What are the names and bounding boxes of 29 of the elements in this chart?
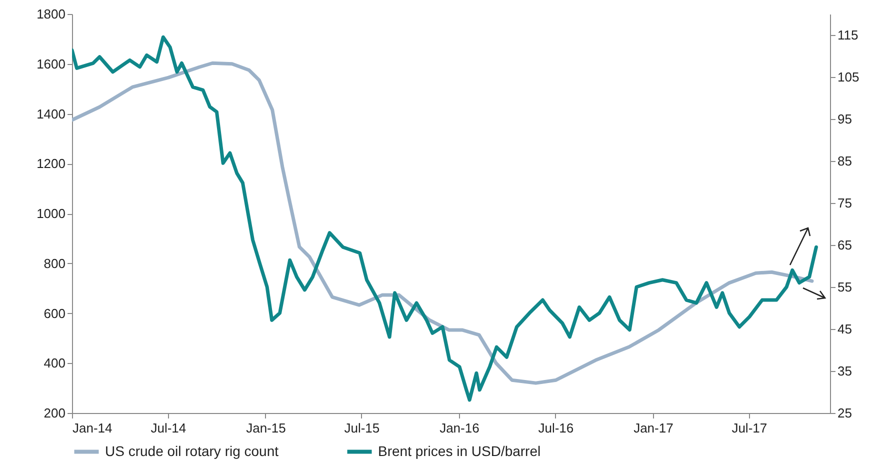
y2-tick-label: 45: [838, 322, 852, 336]
y2-tick-label: 55: [838, 280, 852, 294]
y-tick-label: 1200: [36, 156, 66, 172]
x-tick-label: Jan-16: [440, 420, 480, 436]
y-tick-label: 400: [44, 356, 66, 371]
y2-tick-label: 75: [838, 196, 852, 210]
x-tick-label: Jan-17: [634, 420, 674, 436]
x-tick-label: Jul-17: [732, 420, 768, 436]
y-tick-label: 1000: [36, 206, 66, 221]
y-tick-label: 1800: [36, 6, 66, 22]
y2-tick-label: 105: [838, 70, 860, 84]
y2-tick-label: 95: [838, 112, 852, 126]
y-tick-label: 600: [44, 306, 66, 321]
y-tick-label: 800: [44, 256, 66, 271]
legend-label: US crude oil rotary rig count: [105, 442, 279, 459]
x-tick-label: Jul-15: [344, 420, 380, 436]
legend-label: Brent prices in USD/barrel: [378, 442, 541, 459]
x-tick-label: Jul-14: [150, 420, 186, 436]
y2-tick-label: 115: [838, 28, 858, 42]
y-tick-label: 200: [44, 406, 66, 420]
y-tick-label: 1400: [36, 106, 66, 122]
y2-tick-label: 85: [838, 154, 852, 168]
x-tick-label: Jul-16: [538, 420, 574, 436]
y2-tick-label: 25: [838, 406, 852, 420]
x-tick-label: Jan-14: [72, 420, 112, 436]
y-tick-label: 1600: [36, 56, 66, 72]
y2-tick-label: 65: [838, 238, 852, 252]
x-tick-label: Jan-15: [246, 420, 286, 436]
y2-tick-label: 35: [838, 364, 852, 378]
